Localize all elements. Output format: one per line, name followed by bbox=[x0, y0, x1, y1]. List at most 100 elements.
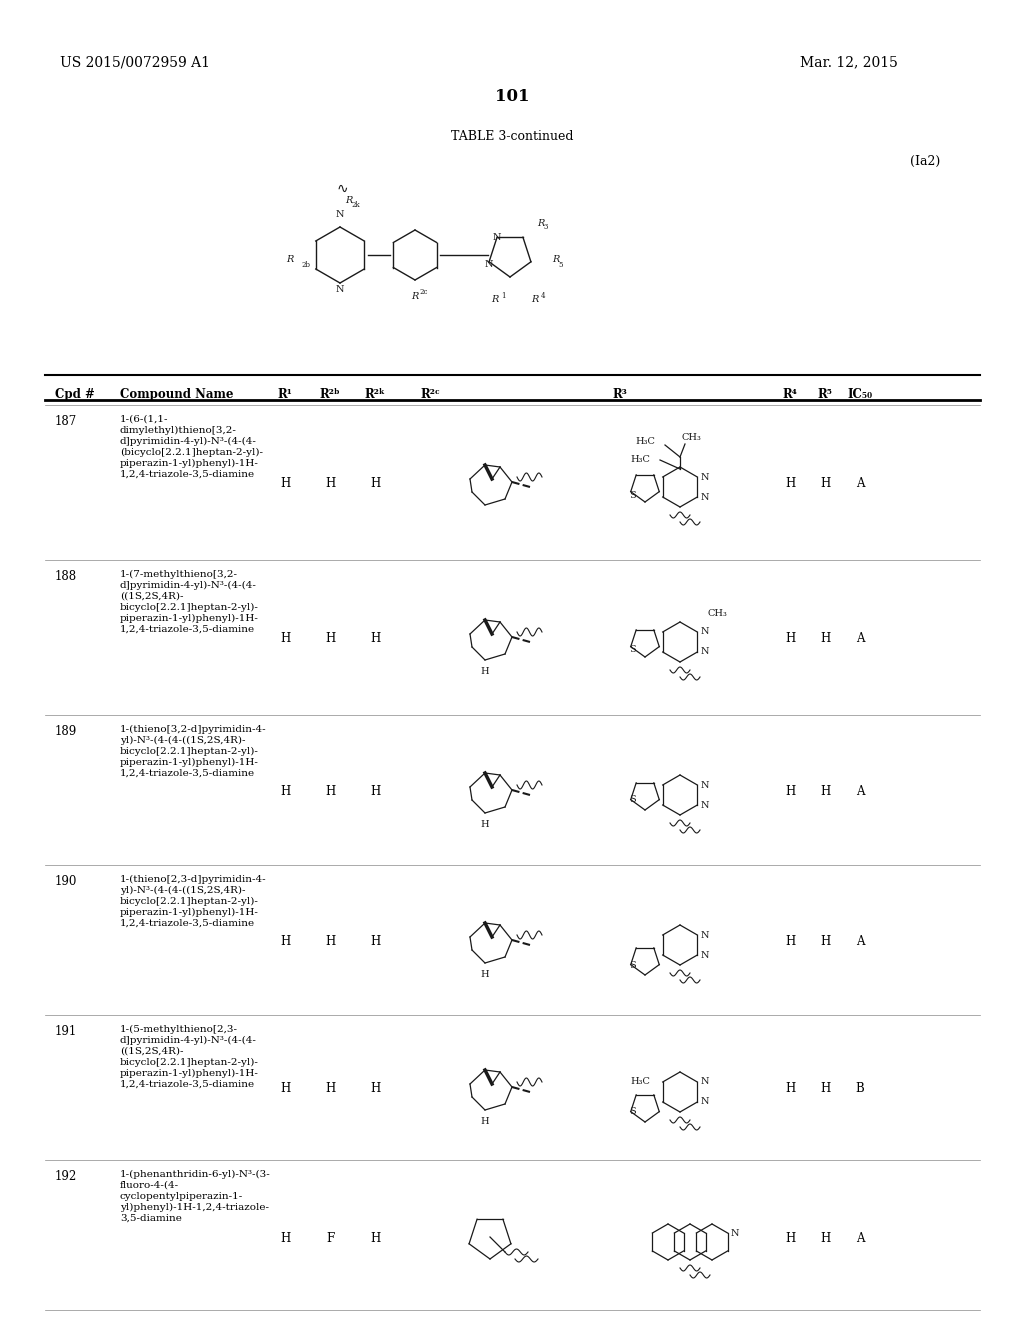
Text: H: H bbox=[280, 1082, 290, 1096]
Text: 1,2,4-triazole-3,5-diamine: 1,2,4-triazole-3,5-diamine bbox=[120, 919, 255, 928]
Text: H: H bbox=[480, 820, 489, 829]
Text: 2c: 2c bbox=[420, 288, 428, 296]
Text: 187: 187 bbox=[55, 414, 77, 428]
Text: R: R bbox=[345, 195, 352, 205]
Text: H₃C: H₃C bbox=[635, 437, 655, 446]
Text: H: H bbox=[820, 1232, 830, 1245]
Text: H₃C: H₃C bbox=[630, 1077, 650, 1086]
Text: F: F bbox=[326, 1232, 334, 1245]
Text: R²ᶜ: R²ᶜ bbox=[420, 388, 440, 401]
Text: H: H bbox=[784, 1232, 795, 1245]
Text: N: N bbox=[700, 1077, 709, 1086]
Text: d]pyrimidin-4-yl)-N³-(4-(4-: d]pyrimidin-4-yl)-N³-(4-(4- bbox=[120, 581, 257, 590]
Text: 2k: 2k bbox=[351, 201, 359, 209]
Text: H: H bbox=[280, 632, 290, 645]
Text: 5: 5 bbox=[558, 261, 562, 269]
Text: piperazin-1-yl)phenyl)-1H-: piperazin-1-yl)phenyl)-1H- bbox=[120, 614, 259, 623]
Text: H: H bbox=[325, 632, 335, 645]
Text: yl)phenyl)-1H-1,2,4-triazole-: yl)phenyl)-1H-1,2,4-triazole- bbox=[120, 1203, 269, 1212]
Text: Mar. 12, 2015: Mar. 12, 2015 bbox=[800, 55, 898, 69]
Text: H: H bbox=[820, 935, 830, 948]
Text: 1-(thieno[3,2-d]pyrimidin-4-: 1-(thieno[3,2-d]pyrimidin-4- bbox=[120, 725, 266, 734]
Text: N: N bbox=[700, 492, 709, 502]
Text: (Ia2): (Ia2) bbox=[909, 154, 940, 168]
Text: (bicyclo[2.2.1]heptan-2-yl)-: (bicyclo[2.2.1]heptan-2-yl)- bbox=[120, 447, 263, 457]
Text: H: H bbox=[784, 1082, 795, 1096]
Text: H: H bbox=[280, 1232, 290, 1245]
Text: 1-(6-(1,1-: 1-(6-(1,1- bbox=[120, 414, 169, 424]
Text: N: N bbox=[336, 210, 344, 219]
Text: 4: 4 bbox=[541, 292, 546, 300]
Text: H: H bbox=[480, 1117, 489, 1126]
Text: H: H bbox=[325, 1082, 335, 1096]
Text: A: A bbox=[856, 785, 864, 799]
Text: H: H bbox=[280, 935, 290, 948]
Text: ∿: ∿ bbox=[336, 182, 348, 195]
Text: 1: 1 bbox=[501, 292, 506, 300]
Text: H: H bbox=[820, 1082, 830, 1096]
Text: N: N bbox=[700, 780, 709, 789]
Text: Cpd #: Cpd # bbox=[55, 388, 95, 401]
Text: R: R bbox=[287, 256, 294, 264]
Text: H: H bbox=[370, 785, 380, 799]
Text: R⁵: R⁵ bbox=[817, 388, 833, 401]
Text: TABLE 3-continued: TABLE 3-continued bbox=[451, 129, 573, 143]
Text: H: H bbox=[370, 477, 380, 490]
Text: piperazin-1-yl)phenyl)-1H-: piperazin-1-yl)phenyl)-1H- bbox=[120, 758, 259, 767]
Text: N: N bbox=[700, 950, 709, 960]
Text: piperazin-1-yl)phenyl)-1H-: piperazin-1-yl)phenyl)-1H- bbox=[120, 1069, 259, 1078]
Text: 188: 188 bbox=[55, 570, 77, 583]
Text: ((1S,2S,4R)-: ((1S,2S,4R)- bbox=[120, 591, 183, 601]
Text: dimylethyl)thieno[3,2-: dimylethyl)thieno[3,2- bbox=[120, 426, 237, 436]
Text: N: N bbox=[336, 285, 344, 294]
Text: N: N bbox=[700, 473, 709, 482]
Text: N: N bbox=[730, 1229, 739, 1238]
Text: R⁴: R⁴ bbox=[782, 388, 798, 401]
Text: CH₃: CH₃ bbox=[682, 433, 701, 441]
Text: A: A bbox=[856, 632, 864, 645]
Text: R: R bbox=[531, 294, 539, 304]
Text: 1-(7-methylthieno[3,2-: 1-(7-methylthieno[3,2- bbox=[120, 570, 238, 579]
Text: R: R bbox=[552, 256, 559, 264]
Text: yl)-N³-(4-(4-((1S,2S,4R)-: yl)-N³-(4-(4-((1S,2S,4R)- bbox=[120, 886, 246, 895]
Text: H: H bbox=[280, 785, 290, 799]
Text: 190: 190 bbox=[55, 875, 78, 888]
Text: 3,5-diamine: 3,5-diamine bbox=[120, 1214, 182, 1224]
Text: S: S bbox=[630, 961, 636, 969]
Text: H: H bbox=[820, 632, 830, 645]
Text: S: S bbox=[630, 645, 636, 655]
Text: 1,2,4-triazole-3,5-diamine: 1,2,4-triazole-3,5-diamine bbox=[120, 624, 255, 634]
Text: 1-(phenanthridin-6-yl)-N³-(3-: 1-(phenanthridin-6-yl)-N³-(3- bbox=[120, 1170, 270, 1179]
Text: H: H bbox=[784, 785, 795, 799]
Text: 2b: 2b bbox=[302, 261, 311, 269]
Text: N: N bbox=[700, 648, 709, 656]
Text: H: H bbox=[325, 785, 335, 799]
Text: bicyclo[2.2.1]heptan-2-yl)-: bicyclo[2.2.1]heptan-2-yl)- bbox=[120, 747, 259, 756]
Text: 101: 101 bbox=[495, 88, 529, 106]
Text: H: H bbox=[325, 477, 335, 490]
Text: 1,2,4-triazole-3,5-diamine: 1,2,4-triazole-3,5-diamine bbox=[120, 470, 255, 479]
Text: CH₃: CH₃ bbox=[708, 610, 728, 619]
Text: US 2015/0072959 A1: US 2015/0072959 A1 bbox=[60, 55, 210, 69]
Text: R³: R³ bbox=[612, 388, 628, 401]
Text: H₃C: H₃C bbox=[630, 454, 650, 463]
Text: R²ᵇ: R²ᵇ bbox=[319, 388, 340, 401]
Text: B: B bbox=[856, 1082, 864, 1096]
Text: d]pyrimidin-4-yl)-N³-(4-(4-: d]pyrimidin-4-yl)-N³-(4-(4- bbox=[120, 437, 257, 446]
Text: N: N bbox=[484, 260, 494, 269]
Text: fluoro-4-(4-: fluoro-4-(4- bbox=[120, 1181, 179, 1191]
Text: piperazin-1-yl)phenyl)-1H-: piperazin-1-yl)phenyl)-1H- bbox=[120, 908, 259, 917]
Text: S: S bbox=[630, 491, 636, 499]
Text: 1-(5-methylthieno[2,3-: 1-(5-methylthieno[2,3- bbox=[120, 1026, 238, 1034]
Text: 191: 191 bbox=[55, 1026, 77, 1038]
Text: yl)-N³-(4-(4-((1S,2S,4R)-: yl)-N³-(4-(4-((1S,2S,4R)- bbox=[120, 737, 246, 744]
Text: H: H bbox=[480, 667, 489, 676]
Text: 1,2,4-triazole-3,5-diamine: 1,2,4-triazole-3,5-diamine bbox=[120, 1080, 255, 1089]
Text: H: H bbox=[325, 935, 335, 948]
Text: A: A bbox=[856, 477, 864, 490]
Text: H: H bbox=[370, 1232, 380, 1245]
Text: H: H bbox=[784, 632, 795, 645]
Text: bicyclo[2.2.1]heptan-2-yl)-: bicyclo[2.2.1]heptan-2-yl)- bbox=[120, 898, 259, 906]
Text: H: H bbox=[480, 970, 489, 979]
Text: N: N bbox=[700, 627, 709, 636]
